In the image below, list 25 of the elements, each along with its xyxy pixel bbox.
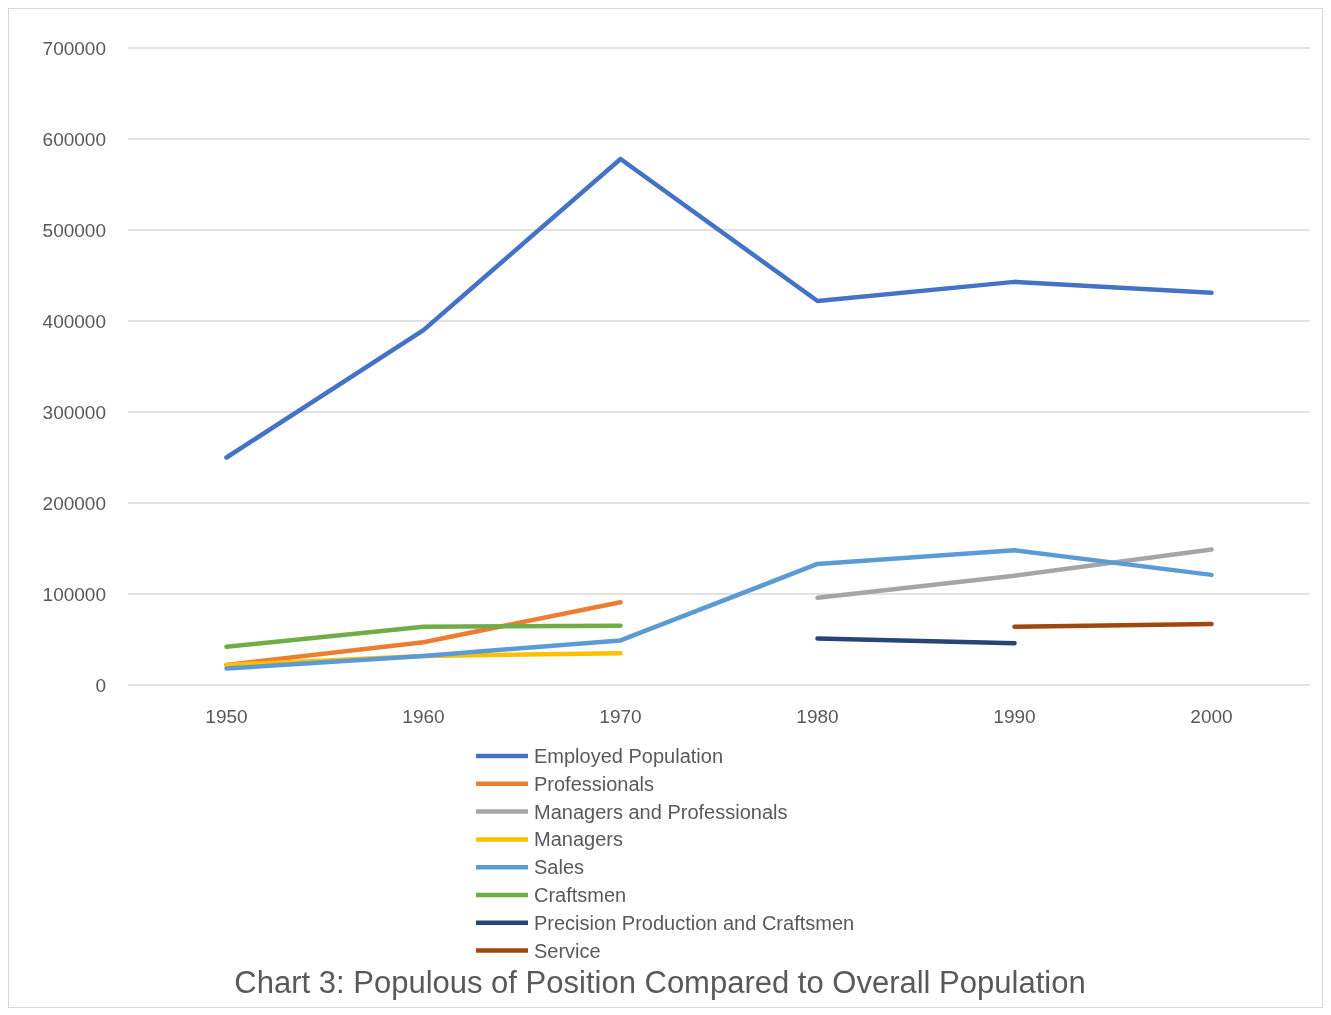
x-tick-label: 2000 bbox=[1190, 706, 1233, 727]
legend-label: Managers and Professionals bbox=[534, 800, 788, 823]
legend-label: Precision Production and Craftsmen bbox=[534, 911, 855, 934]
y-tick-label: 100000 bbox=[42, 583, 106, 605]
x-tick-label: 1980 bbox=[796, 706, 839, 727]
x-tick-label: 1970 bbox=[599, 706, 642, 727]
x-tick-label: 1960 bbox=[402, 706, 445, 727]
line-series bbox=[224, 156, 1214, 460]
legend-label: Professionals bbox=[534, 772, 655, 795]
x-tick-label: 1990 bbox=[993, 706, 1036, 727]
y-tick-label: 600000 bbox=[42, 128, 106, 150]
legend-label: Managers bbox=[534, 828, 623, 851]
y-tick-label: 700000 bbox=[42, 37, 106, 59]
y-tick-label: 300000 bbox=[42, 401, 106, 423]
legend-label: Sales bbox=[534, 856, 585, 879]
legend-label: Craftsmen bbox=[534, 884, 627, 906]
y-tick-label: 200000 bbox=[42, 492, 106, 514]
x-tick-label: 1950 bbox=[205, 706, 248, 727]
y-tick-label: 500000 bbox=[42, 219, 106, 241]
text: Chart 3: Populous of Position Compared to Overall Population bbox=[234, 965, 1086, 1000]
y-tick-label: 400000 bbox=[42, 310, 106, 332]
line-series bbox=[224, 548, 1214, 671]
legend-label: Employed Population bbox=[534, 745, 724, 767]
y-tick-label: 0 bbox=[95, 674, 106, 696]
legend-label: Service bbox=[534, 939, 601, 962]
